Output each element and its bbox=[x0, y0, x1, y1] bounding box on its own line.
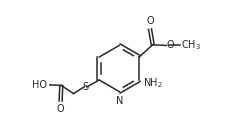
Text: O: O bbox=[146, 16, 154, 26]
Text: HO: HO bbox=[32, 80, 47, 90]
Text: CH$_3$: CH$_3$ bbox=[181, 38, 201, 52]
Text: NH$_2$: NH$_2$ bbox=[143, 77, 163, 90]
Text: N: N bbox=[116, 96, 123, 106]
Text: O: O bbox=[167, 40, 175, 50]
Text: S: S bbox=[82, 82, 88, 92]
Text: O: O bbox=[57, 104, 64, 114]
